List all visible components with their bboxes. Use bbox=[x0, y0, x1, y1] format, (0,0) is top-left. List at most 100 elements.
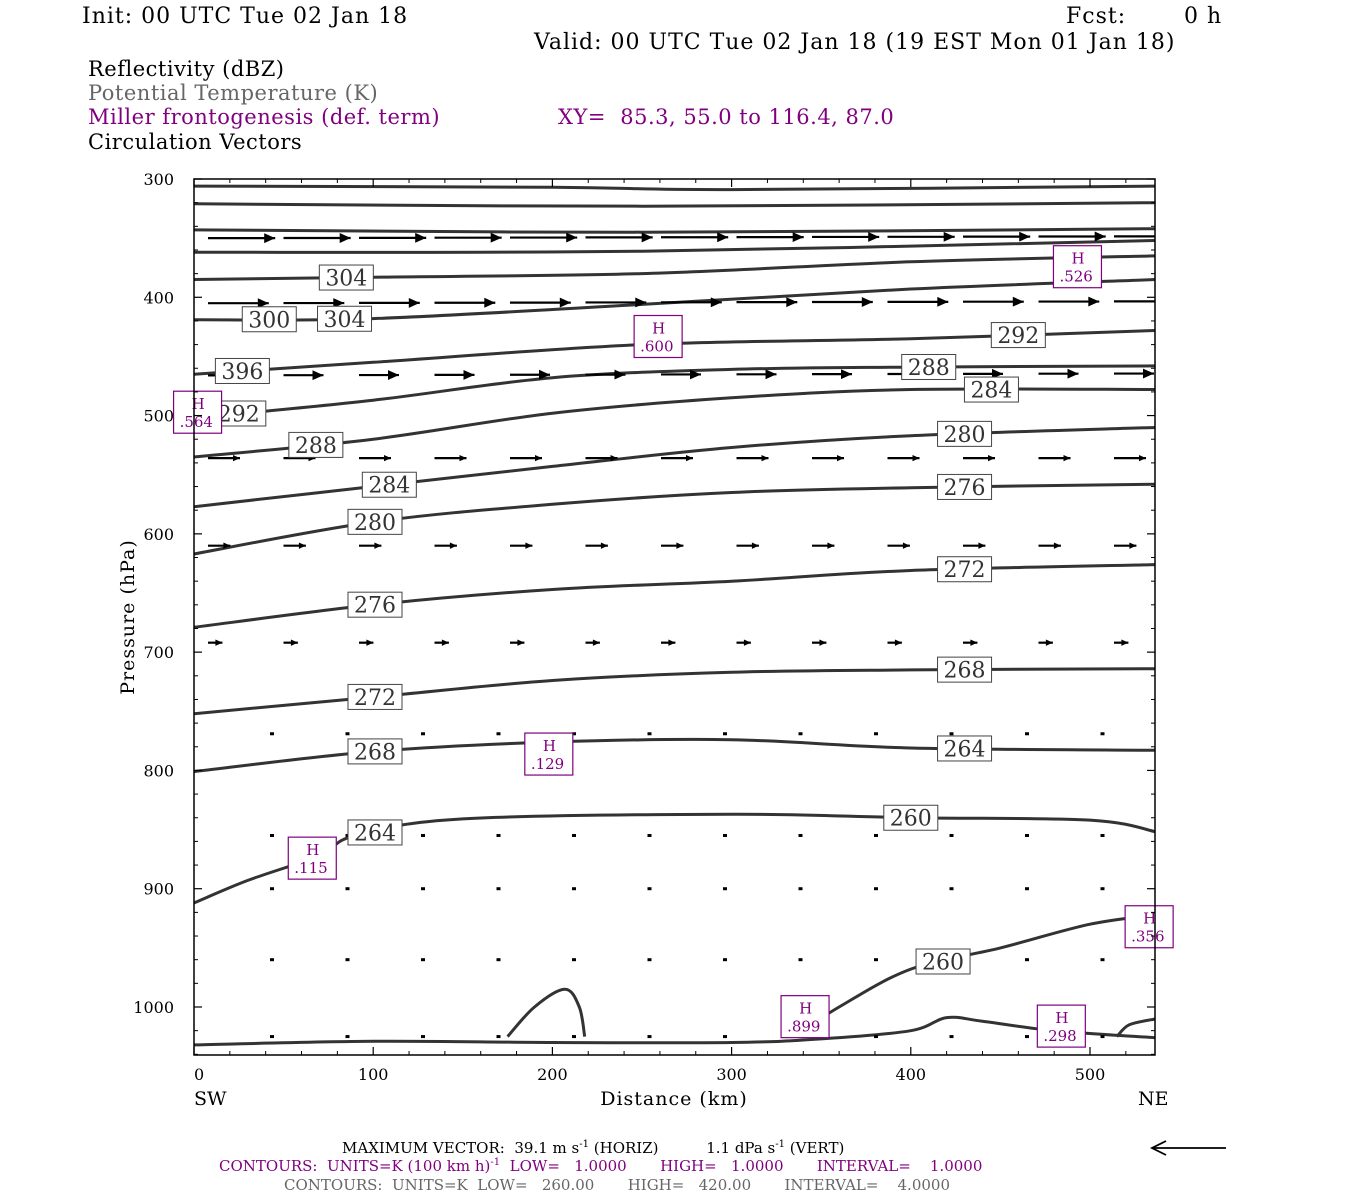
circulation-vector bbox=[812, 542, 835, 549]
circulation-vector bbox=[496, 958, 501, 962]
plot-frame bbox=[193, 178, 1156, 1056]
circulation-vector bbox=[510, 297, 571, 308]
high-marker-value: .115 bbox=[294, 859, 327, 877]
contour-label: 304 bbox=[325, 267, 367, 292]
contour-label-box bbox=[214, 357, 270, 384]
horiz-exponent: -1 bbox=[579, 1139, 589, 1150]
circulation-vector bbox=[434, 297, 496, 308]
contour-label-box bbox=[937, 420, 993, 447]
theta-contour-info: CONTOURS: UNITS=K LOW= 260.00 HIGH= 420.… bbox=[284, 1176, 950, 1194]
field-circulation: Circulation Vectors bbox=[88, 130, 303, 154]
circulation-vector bbox=[283, 298, 345, 308]
contour-label: 272 bbox=[354, 686, 396, 711]
circulation-vector bbox=[874, 958, 878, 962]
circulation-vector bbox=[572, 958, 576, 962]
high-marker-value: .298 bbox=[1043, 1027, 1076, 1045]
circulation-vector bbox=[1038, 231, 1106, 242]
circulation-vector bbox=[572, 887, 576, 891]
circulation-vector bbox=[647, 887, 652, 891]
y-tick-label: 1000 bbox=[133, 998, 174, 1017]
circulation-vector bbox=[270, 958, 274, 962]
circulation-vector bbox=[345, 887, 350, 891]
circulation-vector bbox=[723, 887, 727, 891]
circulation-vector bbox=[812, 369, 852, 380]
circulation-vector bbox=[887, 455, 920, 462]
circulation-vector bbox=[949, 732, 954, 736]
contour-label-box bbox=[937, 473, 993, 500]
contour-label-box bbox=[915, 948, 971, 975]
valid-time: Valid: 00 UTC Tue 02 Jan 18 (19 EST Mon … bbox=[534, 30, 1176, 55]
circulation-vector bbox=[736, 232, 804, 243]
frontogenesis-contour-units: CONTOURS: UNITS=K (100 km h) bbox=[219, 1157, 491, 1175]
circulation-vector bbox=[1100, 833, 1105, 837]
circulation-vector bbox=[1114, 455, 1146, 462]
contour-label: 292 bbox=[997, 324, 1039, 349]
circulation-vector bbox=[283, 639, 298, 646]
reference-vector-arrow-icon bbox=[1149, 1140, 1226, 1156]
circulation-vector bbox=[421, 732, 425, 736]
circulation-vector bbox=[359, 542, 382, 549]
circulation-vector bbox=[1176, 1035, 1180, 1038]
theta-contour bbox=[194, 201, 1155, 208]
circulation-vector bbox=[887, 231, 955, 242]
circulation-vector bbox=[647, 1035, 652, 1039]
theta-contour bbox=[194, 227, 1155, 234]
circulation-vector bbox=[1114, 235, 1155, 238]
contour-label: 268 bbox=[944, 659, 986, 684]
circulation-vector bbox=[510, 542, 533, 549]
contour-label: 284 bbox=[970, 379, 1012, 404]
contour-label: 272 bbox=[944, 558, 986, 583]
circulation-vector bbox=[283, 542, 306, 549]
circulation-vector bbox=[1038, 455, 1071, 462]
frontogenesis-high: H.564 bbox=[172, 390, 223, 434]
circulation-vector bbox=[874, 732, 878, 736]
contour-label: 276 bbox=[944, 476, 986, 501]
circulation-vector bbox=[1176, 887, 1180, 890]
circulation-vector bbox=[736, 542, 759, 549]
circulation-vector bbox=[510, 639, 525, 646]
circulation-vector bbox=[1114, 542, 1137, 549]
x-axis-left-label: SW bbox=[194, 1088, 227, 1110]
y-tick-label: 900 bbox=[143, 880, 174, 899]
circulation-vector bbox=[585, 232, 653, 243]
contour-label: 396 bbox=[221, 360, 263, 385]
high-marker-label: H bbox=[306, 841, 319, 859]
field-reflectivity: Reflectivity (dBZ) bbox=[88, 57, 285, 81]
frontogenesis-high: H.899 bbox=[780, 995, 830, 1039]
contour-label-box bbox=[361, 471, 417, 498]
circulation-vector bbox=[1038, 296, 1100, 307]
x-axis-title: Distance (km) bbox=[600, 1088, 748, 1110]
circulation-vector bbox=[572, 1035, 576, 1039]
contour-label: 300 bbox=[248, 308, 290, 333]
high-marker-label: H bbox=[1143, 910, 1156, 928]
frontogenesis-high: H.600 bbox=[633, 314, 683, 359]
circulation-vector bbox=[812, 455, 844, 462]
contour-label-box bbox=[288, 431, 344, 458]
circulation-vector bbox=[736, 369, 777, 380]
circulation-vector bbox=[661, 639, 676, 646]
circulation-vector bbox=[572, 833, 576, 837]
circulation-vector bbox=[585, 639, 600, 646]
contour-label-box bbox=[317, 305, 373, 332]
x-tick-label: 500 bbox=[1075, 1065, 1106, 1084]
circulation-vector bbox=[585, 369, 626, 380]
high-marker-value: .526 bbox=[1059, 268, 1092, 286]
circulation-vector bbox=[812, 297, 873, 307]
circulation-vector bbox=[661, 232, 729, 243]
circulation-vector bbox=[736, 639, 751, 646]
circulation-vector bbox=[874, 833, 878, 837]
contour-label-box bbox=[963, 376, 1019, 403]
forecast-hour: 0 h bbox=[1184, 4, 1223, 29]
circulation-vector bbox=[345, 958, 350, 962]
theta-contour bbox=[194, 184, 1155, 192]
circulation-vector bbox=[647, 732, 652, 736]
theta-contour bbox=[194, 1015, 1155, 1047]
circulation-vector bbox=[963, 368, 1003, 379]
circulation-vector bbox=[723, 958, 727, 962]
vert-exponent: -1 bbox=[775, 1139, 786, 1150]
x-tick-label: 0 bbox=[194, 1065, 204, 1084]
contour-label: 268 bbox=[354, 740, 396, 765]
circulation-vector bbox=[283, 370, 324, 381]
theta-contour bbox=[194, 812, 1155, 905]
